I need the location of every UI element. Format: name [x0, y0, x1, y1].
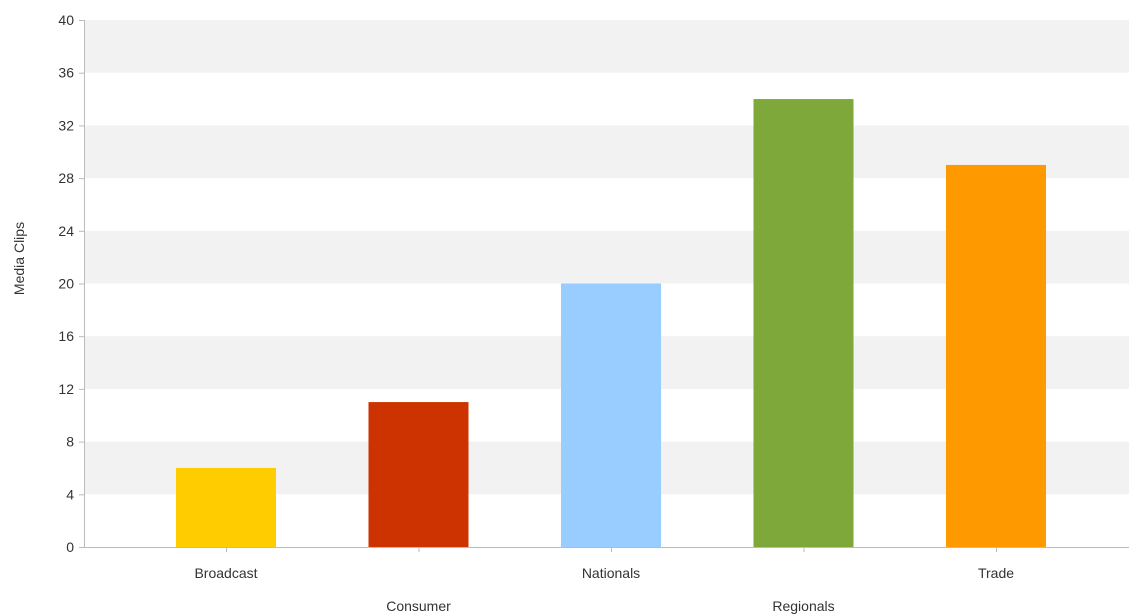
grid-band-shaded	[84, 20, 1129, 73]
y-tick-label: 4	[66, 486, 74, 502]
bar-nationals	[561, 283, 661, 547]
x-tick-label: Trade	[978, 565, 1014, 581]
bar-broadcast	[176, 467, 276, 547]
x-tick-label: Broadcast	[194, 565, 257, 581]
y-tick-label: 16	[58, 328, 74, 344]
y-axis-tick-labels: 0 4 8 12 16 20 24 28 32 36 40	[58, 12, 74, 555]
x-tick-label: Consumer	[386, 598, 451, 614]
bar-trade	[946, 164, 1046, 548]
y-tick-label: 8	[66, 434, 74, 450]
x-tick-label: Regionals	[772, 598, 834, 614]
bars	[176, 99, 1046, 548]
y-axis-title: Media Clips	[11, 222, 27, 295]
grid-band	[84, 72, 1129, 126]
bar-regionals	[753, 99, 854, 548]
y-tick-label: 36	[58, 65, 74, 81]
y-tick-label: 32	[58, 117, 74, 133]
y-tick-label: 24	[58, 223, 74, 239]
y-tick-label: 20	[58, 276, 74, 292]
bar-consumer	[368, 402, 469, 547]
y-tick-label: 40	[58, 12, 74, 28]
y-tick-label: 0	[66, 539, 74, 555]
y-tick-label: 28	[58, 170, 74, 186]
y-tick-label: 12	[58, 381, 74, 397]
x-axis-tick-labels: Broadcast Consumer Nationals Regionals Trade	[194, 565, 1014, 614]
axes	[79, 20, 1129, 552]
x-tick-label: Nationals	[582, 565, 640, 581]
